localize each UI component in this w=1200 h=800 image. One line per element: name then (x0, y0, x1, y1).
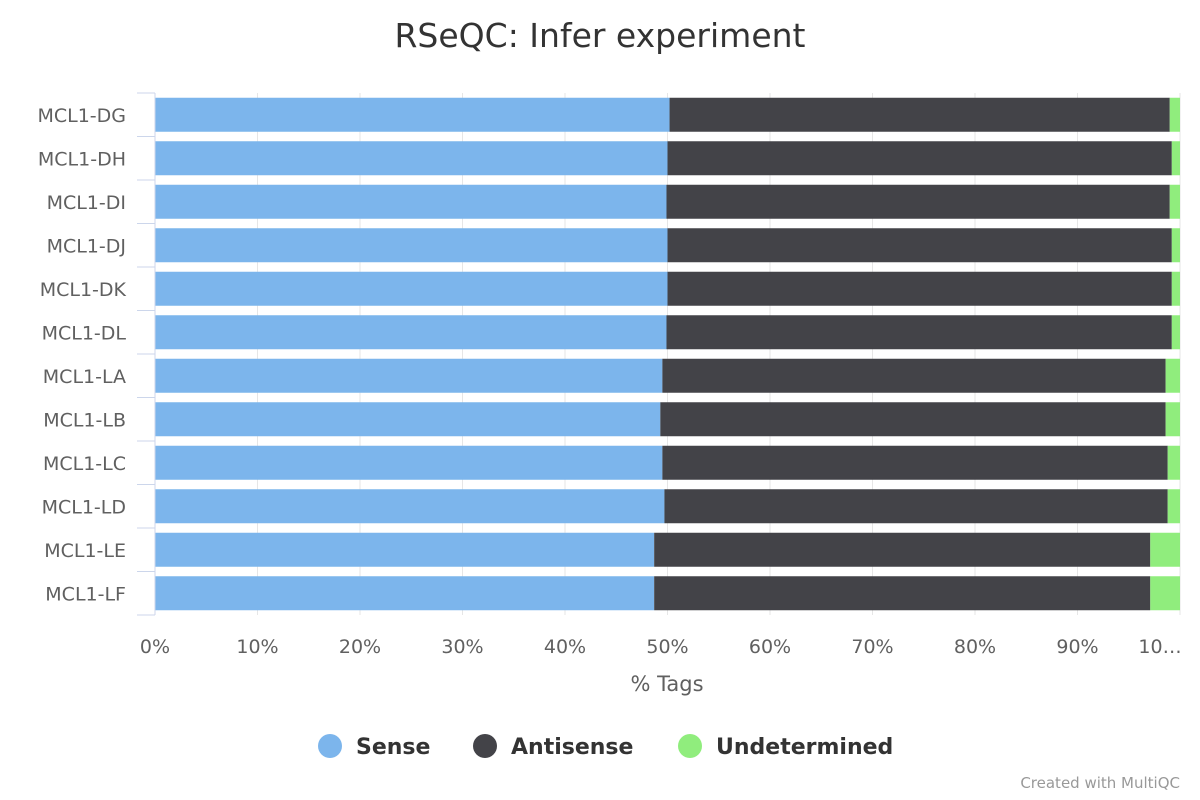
category-label: MCL1-DI (47, 192, 126, 214)
bar-antisense[interactable] (669, 97, 1170, 132)
category-label: MCL1-DH (38, 148, 126, 170)
bar-sense[interactable] (155, 184, 667, 219)
bar-antisense[interactable] (666, 315, 1172, 350)
category-label: MCL1-DK (40, 279, 127, 301)
x-tick-label: 50% (646, 636, 688, 658)
bar-antisense[interactable] (662, 358, 1166, 393)
bar-sense[interactable] (155, 228, 668, 263)
bar-antisense[interactable] (667, 228, 1172, 263)
legend-item-sense[interactable]: Sense (318, 734, 430, 760)
bar-undetermined[interactable] (1171, 141, 1180, 176)
x-tick-label: 80% (954, 636, 996, 658)
x-axis-title: % Tags (630, 672, 703, 696)
bar-undetermined[interactable] (1171, 271, 1180, 306)
legend-label: Antisense (511, 735, 633, 760)
bar-sense[interactable] (155, 402, 661, 437)
x-tick-label: 90% (1056, 636, 1098, 658)
legend-marker-icon (318, 734, 342, 758)
category-label: MCL1-LF (45, 583, 126, 605)
bar-antisense[interactable] (654, 576, 1151, 611)
bar-undetermined[interactable] (1171, 228, 1180, 263)
chart-title: RSeQC: Infer experiment (395, 16, 806, 55)
x-tick-label: 10% (236, 636, 278, 658)
bar-undetermined[interactable] (1150, 532, 1180, 567)
bar-undetermined[interactable] (1167, 445, 1180, 480)
x-tick-label: 20% (339, 636, 381, 658)
category-label: MCL1-LC (43, 453, 126, 475)
bar-antisense[interactable] (667, 141, 1172, 176)
bar-sense[interactable] (155, 97, 670, 132)
bar-sense[interactable] (155, 271, 668, 306)
bar-antisense[interactable] (660, 402, 1166, 437)
y-axis: MCL1-DG MCL1-DH MCL1-DI MCL1-DJ MCL1-DK MCL1-… (37, 92, 156, 616)
x-tick-label: 70% (851, 636, 893, 658)
category-label: MCL1-DG (37, 105, 126, 127)
bar-undetermined[interactable] (1169, 97, 1180, 132)
legend-marker-icon (473, 734, 497, 758)
category-label: MCL1-LE (44, 540, 126, 562)
bar-sense[interactable] (155, 141, 668, 176)
legend-item-undetermined[interactable]: Undetermined (678, 734, 893, 760)
legend-marker-icon (678, 734, 702, 758)
credit-text[interactable]: Created with MultiQC (1020, 774, 1180, 792)
bar-sense[interactable] (155, 532, 655, 567)
bars (155, 97, 1180, 611)
legend: Sense Antisense Undetermined (318, 734, 893, 760)
bar-undetermined[interactable] (1165, 358, 1180, 393)
x-tick-label: 60% (749, 636, 791, 658)
bar-antisense[interactable] (662, 445, 1168, 480)
category-label: MCL1-LA (43, 366, 126, 388)
legend-label: Undetermined (716, 735, 893, 760)
category-label: MCL1-LB (43, 409, 126, 431)
bar-undetermined[interactable] (1150, 576, 1180, 611)
category-label: MCL1-DL (42, 322, 127, 344)
bar-undetermined[interactable] (1171, 315, 1180, 350)
bar-undetermined[interactable] (1169, 184, 1180, 219)
bar-antisense[interactable] (654, 532, 1151, 567)
legend-item-antisense[interactable]: Antisense (473, 734, 633, 760)
x-tick-label: 0% (140, 636, 170, 658)
bar-undetermined[interactable] (1167, 489, 1180, 524)
x-tick-label: 30% (441, 636, 483, 658)
grid-lines (257, 93, 1181, 615)
bar-undetermined[interactable] (1165, 402, 1180, 437)
bar-antisense[interactable] (664, 489, 1168, 524)
x-tick-label: 40% (544, 636, 586, 658)
category-label: MCL1-LD (42, 496, 126, 518)
bar-sense[interactable] (155, 315, 667, 350)
bar-sense[interactable] (155, 358, 663, 393)
x-tick-label: 10… (1138, 636, 1181, 658)
bar-sense[interactable] (155, 445, 663, 480)
x-axis: 0% 10% 20% 30% 40% 50% 60% 70% 80% 90% 10… (140, 636, 1182, 658)
bar-antisense[interactable] (667, 271, 1172, 306)
legend-label: Sense (356, 735, 430, 760)
bar-sense[interactable] (155, 489, 665, 524)
bar-sense[interactable] (155, 576, 655, 611)
category-label: MCL1-DJ (47, 235, 126, 257)
bar-antisense[interactable] (666, 184, 1170, 219)
